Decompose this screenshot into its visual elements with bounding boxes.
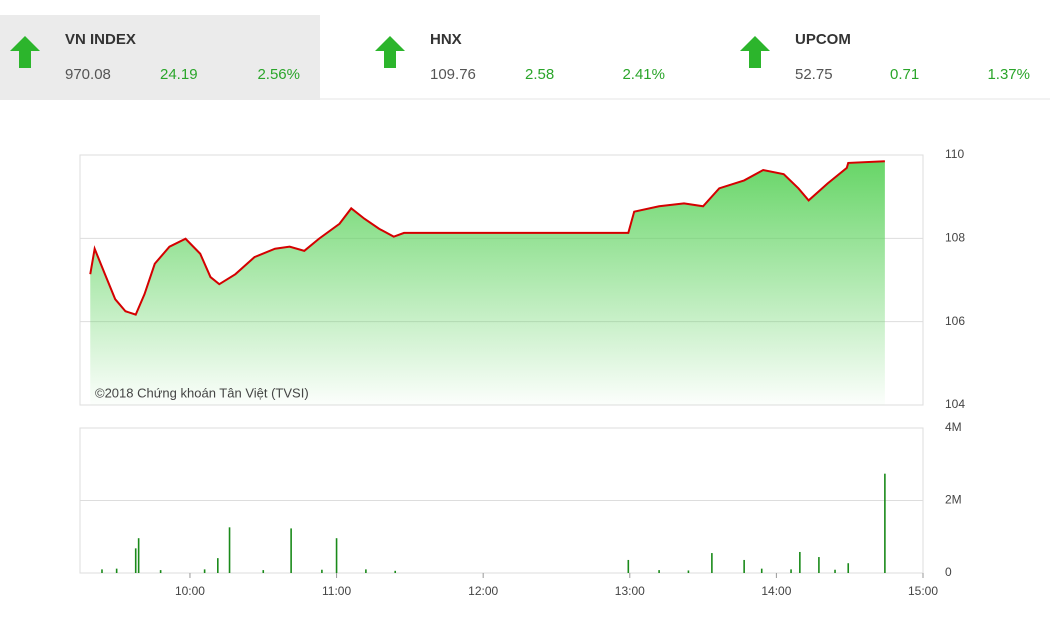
volume-bar xyxy=(799,551,801,573)
index-value: 109.76 xyxy=(430,66,476,83)
active-tile xyxy=(0,15,320,100)
x-tick-label: 15:00 xyxy=(908,584,938,598)
volume-bar xyxy=(290,528,292,573)
volume-bar xyxy=(658,570,660,573)
index-percent: 1.37% xyxy=(987,66,1030,83)
index-change: 0.71 xyxy=(890,66,919,83)
index-percent: 2.41% xyxy=(622,66,665,83)
x-tick-label: 10:00 xyxy=(175,584,205,598)
volume-bar xyxy=(134,548,137,573)
index-change: 2.58 xyxy=(525,66,554,83)
volume-bar xyxy=(818,557,820,573)
up-arrow xyxy=(740,36,770,68)
volume-bar xyxy=(687,570,690,573)
volume-bar xyxy=(627,559,630,573)
volume-bar xyxy=(394,570,397,573)
volume-bar xyxy=(834,569,836,573)
y-tick-label: 104 xyxy=(945,397,965,411)
y-tick-label: 0 xyxy=(945,565,952,579)
up-arrow xyxy=(375,36,405,68)
volume-bar xyxy=(228,527,231,573)
index-name: UPCOM xyxy=(795,31,851,48)
price-area xyxy=(90,161,885,405)
volume-bar xyxy=(847,563,850,573)
volume-bar xyxy=(711,553,713,573)
x-tick-label: 14:00 xyxy=(761,584,791,598)
volume-bar xyxy=(159,570,162,573)
volume-bar xyxy=(365,569,367,573)
index-change: 24.19 xyxy=(160,66,198,83)
volume-bar xyxy=(743,559,745,573)
x-tick-label: 13:00 xyxy=(615,584,645,598)
volume-bar xyxy=(137,538,140,573)
volume-bar xyxy=(321,569,323,573)
volume-bar xyxy=(790,569,792,573)
volume-bar xyxy=(115,568,118,573)
volume-bar xyxy=(335,538,338,573)
volume-bar xyxy=(203,569,206,573)
volume-bar xyxy=(217,558,219,573)
index-name: HNX xyxy=(430,31,462,48)
y-tick-label: 4M xyxy=(945,420,962,434)
index-percent: 2.56% xyxy=(257,66,300,83)
y-tick-label: 110 xyxy=(945,147,964,161)
volume-bar xyxy=(884,473,886,573)
volume-bar xyxy=(262,570,265,573)
y-tick-label: 2M xyxy=(945,493,962,507)
watermark: ©2018 Chứng khoán Tân Việt (TVSI) xyxy=(95,385,309,400)
index-value: 52.75 xyxy=(795,66,833,83)
x-tick-label: 12:00 xyxy=(468,584,498,598)
price-line xyxy=(89,160,885,316)
volume-bar xyxy=(101,569,103,573)
x-tick-label: 11:00 xyxy=(322,584,351,598)
index-name: VN INDEX xyxy=(65,31,136,48)
y-tick-label: 106 xyxy=(945,314,965,328)
index-value: 970.08 xyxy=(65,66,111,83)
y-tick-label: 108 xyxy=(945,231,965,245)
up-arrow xyxy=(10,36,40,68)
volume-bar xyxy=(760,568,763,573)
